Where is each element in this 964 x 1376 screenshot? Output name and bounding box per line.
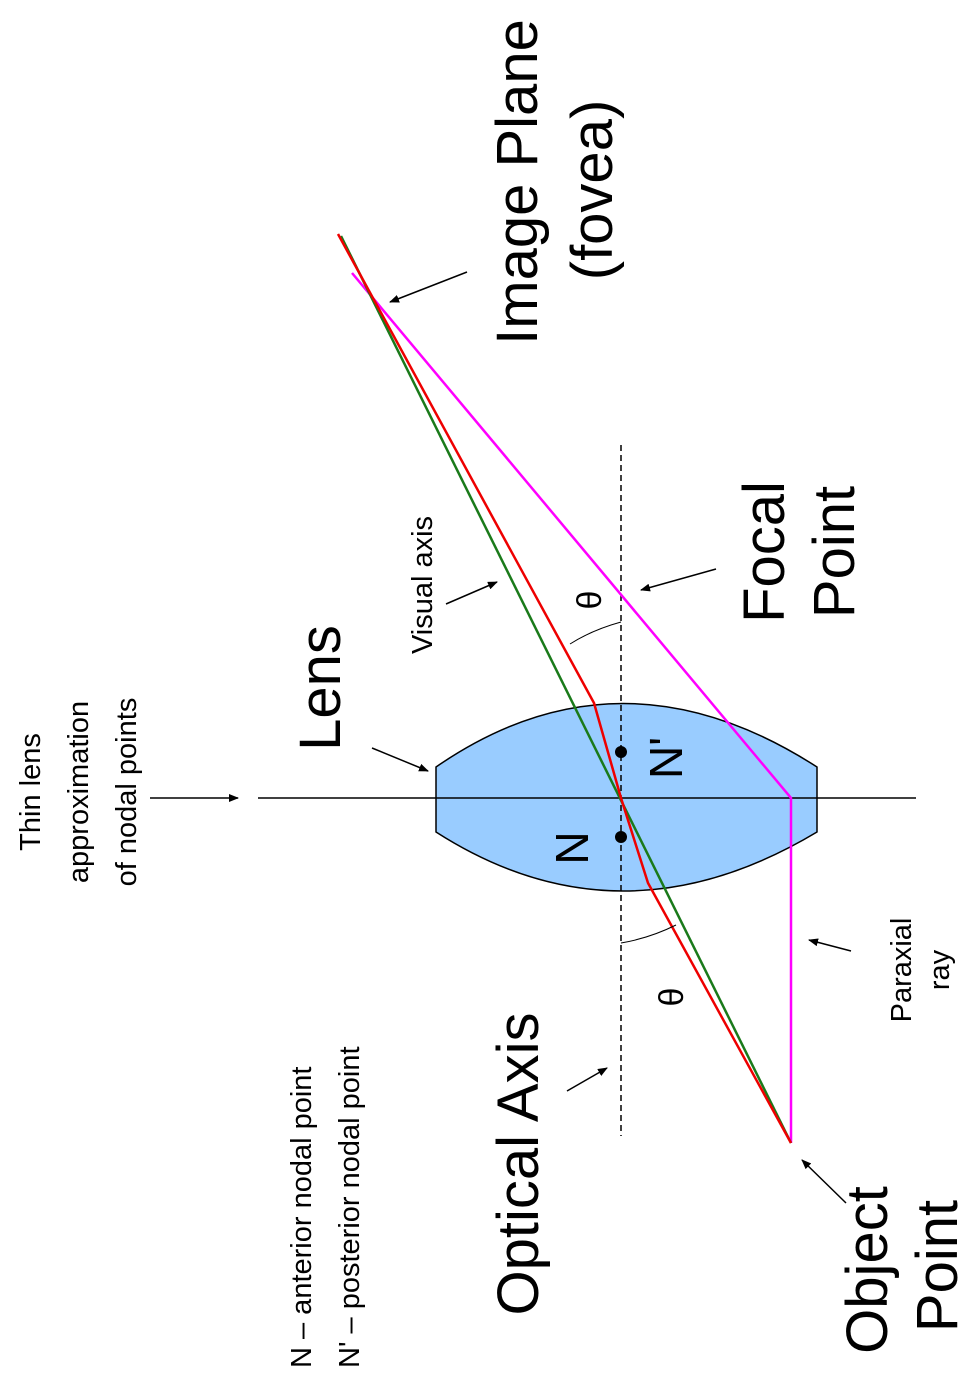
anterior-nodal-point <box>615 831 627 843</box>
theta-arc-top <box>569 621 622 645</box>
focal-label: Focal <box>732 481 797 623</box>
image-plane-label: Image Plane <box>485 19 550 345</box>
posterior-nodal-point <box>615 746 627 758</box>
object-point-label: Point <box>905 1200 964 1332</box>
thin-lens-label-1: Thin lens <box>15 733 47 851</box>
n-label: N <box>546 831 598 864</box>
focal-point-label: Point <box>802 486 867 618</box>
paraxial-ray <box>351 272 793 1143</box>
paraxial-arrow <box>808 938 852 952</box>
visual-axis-line <box>339 235 793 1144</box>
thin-lens-label-2: approximation <box>63 701 95 883</box>
legend-n: N – anterior nodal point <box>286 1067 318 1368</box>
thin-lens-label-3: of nodal points <box>111 698 143 887</box>
fovea-label: (fovea) <box>560 100 625 281</box>
visual-axis-label: Visual axis <box>407 516 439 654</box>
paraxial-label: Paraxial <box>886 918 918 1023</box>
ray-label: ray <box>924 949 956 990</box>
legend-n-prime: N' – posterior nodal point <box>334 1046 366 1368</box>
lens-label: Lens <box>288 625 353 751</box>
principal-ray <box>336 233 793 1144</box>
image-plane-arrow <box>389 271 468 303</box>
object-label: Object <box>835 1186 900 1354</box>
optical-axis-arrow <box>566 1067 608 1092</box>
visual-axis-arrow <box>445 581 498 605</box>
object-point-arrow <box>801 1159 847 1204</box>
optical-axis-label: Optical Axis <box>486 1013 551 1316</box>
theta-label-bottom: θ <box>653 988 691 1007</box>
focal-point-arrow <box>640 568 717 592</box>
lens-arrow <box>371 747 429 772</box>
theta-arc-bottom <box>620 924 677 944</box>
theta-label-top: θ <box>571 591 609 610</box>
n-prime-label: N' <box>640 737 692 779</box>
